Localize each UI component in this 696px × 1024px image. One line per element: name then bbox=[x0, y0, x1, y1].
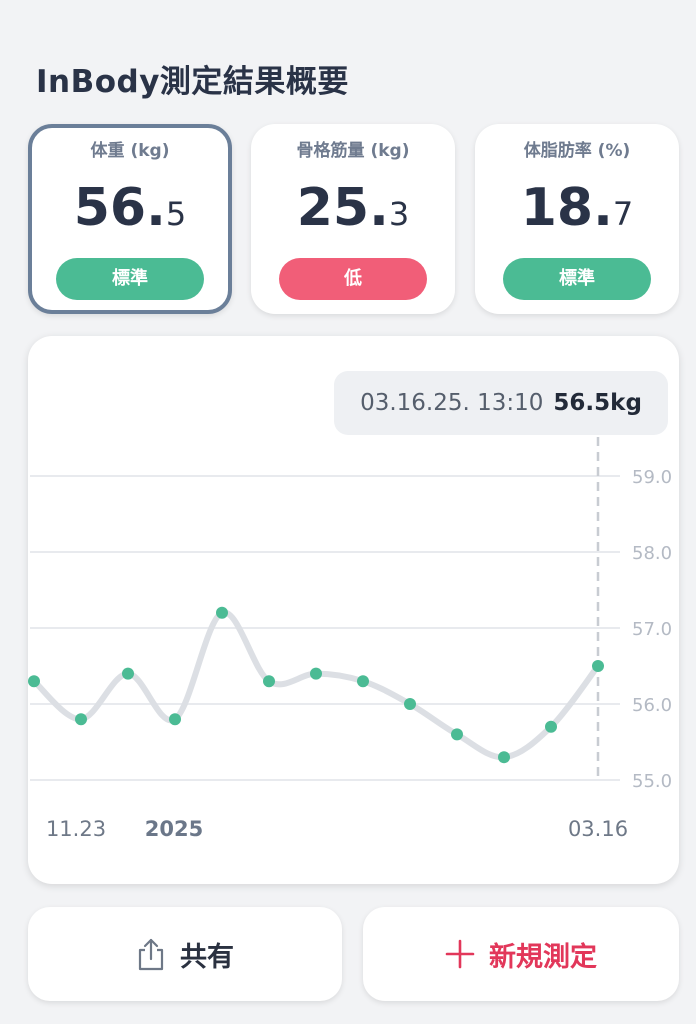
line-chart[interactable]: 59.0 58.0 57.0 56.0 55.0 11.23 2025 03.16 bbox=[0, 0, 696, 900]
share-button[interactable]: 共有 bbox=[28, 907, 342, 1001]
new-measurement-label: 新規測定 bbox=[489, 941, 597, 973]
tooltip-value: 56.5kg bbox=[553, 390, 642, 416]
x-tick-label: 2025 bbox=[145, 817, 203, 841]
data-point bbox=[216, 606, 228, 619]
data-point bbox=[404, 698, 416, 710]
share-icon bbox=[136, 937, 166, 971]
series-line bbox=[31, 609, 601, 761]
metric-value: 25.3 bbox=[296, 178, 410, 238]
metric-card-body-fat[interactable]: 体脂肪率 (%) 18.7 標準 bbox=[475, 124, 679, 314]
data-point bbox=[263, 675, 275, 688]
data-point bbox=[545, 720, 557, 733]
share-label: 共有 bbox=[180, 941, 234, 973]
plus-icon bbox=[445, 939, 475, 969]
page-title: InBody測定結果概要 bbox=[36, 64, 349, 100]
status-badge: 標準 bbox=[503, 258, 651, 300]
metric-card-muscle[interactable]: 骨格筋量 (kg) 25.3 低 bbox=[251, 124, 455, 314]
metric-label: 体脂肪率 (%) bbox=[523, 141, 631, 161]
data-point bbox=[310, 667, 322, 680]
x-tick-label: 11.23 bbox=[46, 817, 106, 841]
new-measurement-button[interactable]: 新規測定 bbox=[363, 907, 679, 1001]
y-tick-label: 56.0 bbox=[632, 695, 672, 716]
y-tick-label: 58.0 bbox=[632, 543, 672, 564]
metric-value: 18.7 bbox=[520, 178, 634, 238]
x-tick-label: 03.16 bbox=[568, 817, 628, 841]
data-point bbox=[357, 675, 369, 688]
tooltip-datetime: 03.16.25. 13:10 bbox=[360, 390, 544, 416]
data-point bbox=[75, 713, 87, 726]
data-point bbox=[451, 728, 463, 741]
metric-label: 体重 (kg) bbox=[90, 141, 170, 161]
status-badge: 低 bbox=[279, 258, 427, 300]
status-badge: 標準 bbox=[56, 258, 204, 300]
data-point bbox=[122, 667, 134, 680]
chart-tooltip: 03.16.25. 13:10 56.5kg bbox=[334, 371, 668, 435]
y-tick-label: 55.0 bbox=[632, 771, 672, 792]
data-point bbox=[592, 660, 604, 672]
data-point bbox=[169, 713, 181, 726]
metric-value: 56.5 bbox=[73, 178, 187, 238]
metric-label: 骨格筋量 (kg) bbox=[296, 141, 410, 161]
data-point bbox=[498, 751, 510, 764]
metric-card-weight[interactable]: 体重 (kg) 56.5 標準 bbox=[28, 124, 232, 314]
data-point bbox=[28, 675, 40, 688]
y-tick-label: 59.0 bbox=[632, 467, 672, 488]
y-tick-label: 57.0 bbox=[632, 619, 672, 640]
